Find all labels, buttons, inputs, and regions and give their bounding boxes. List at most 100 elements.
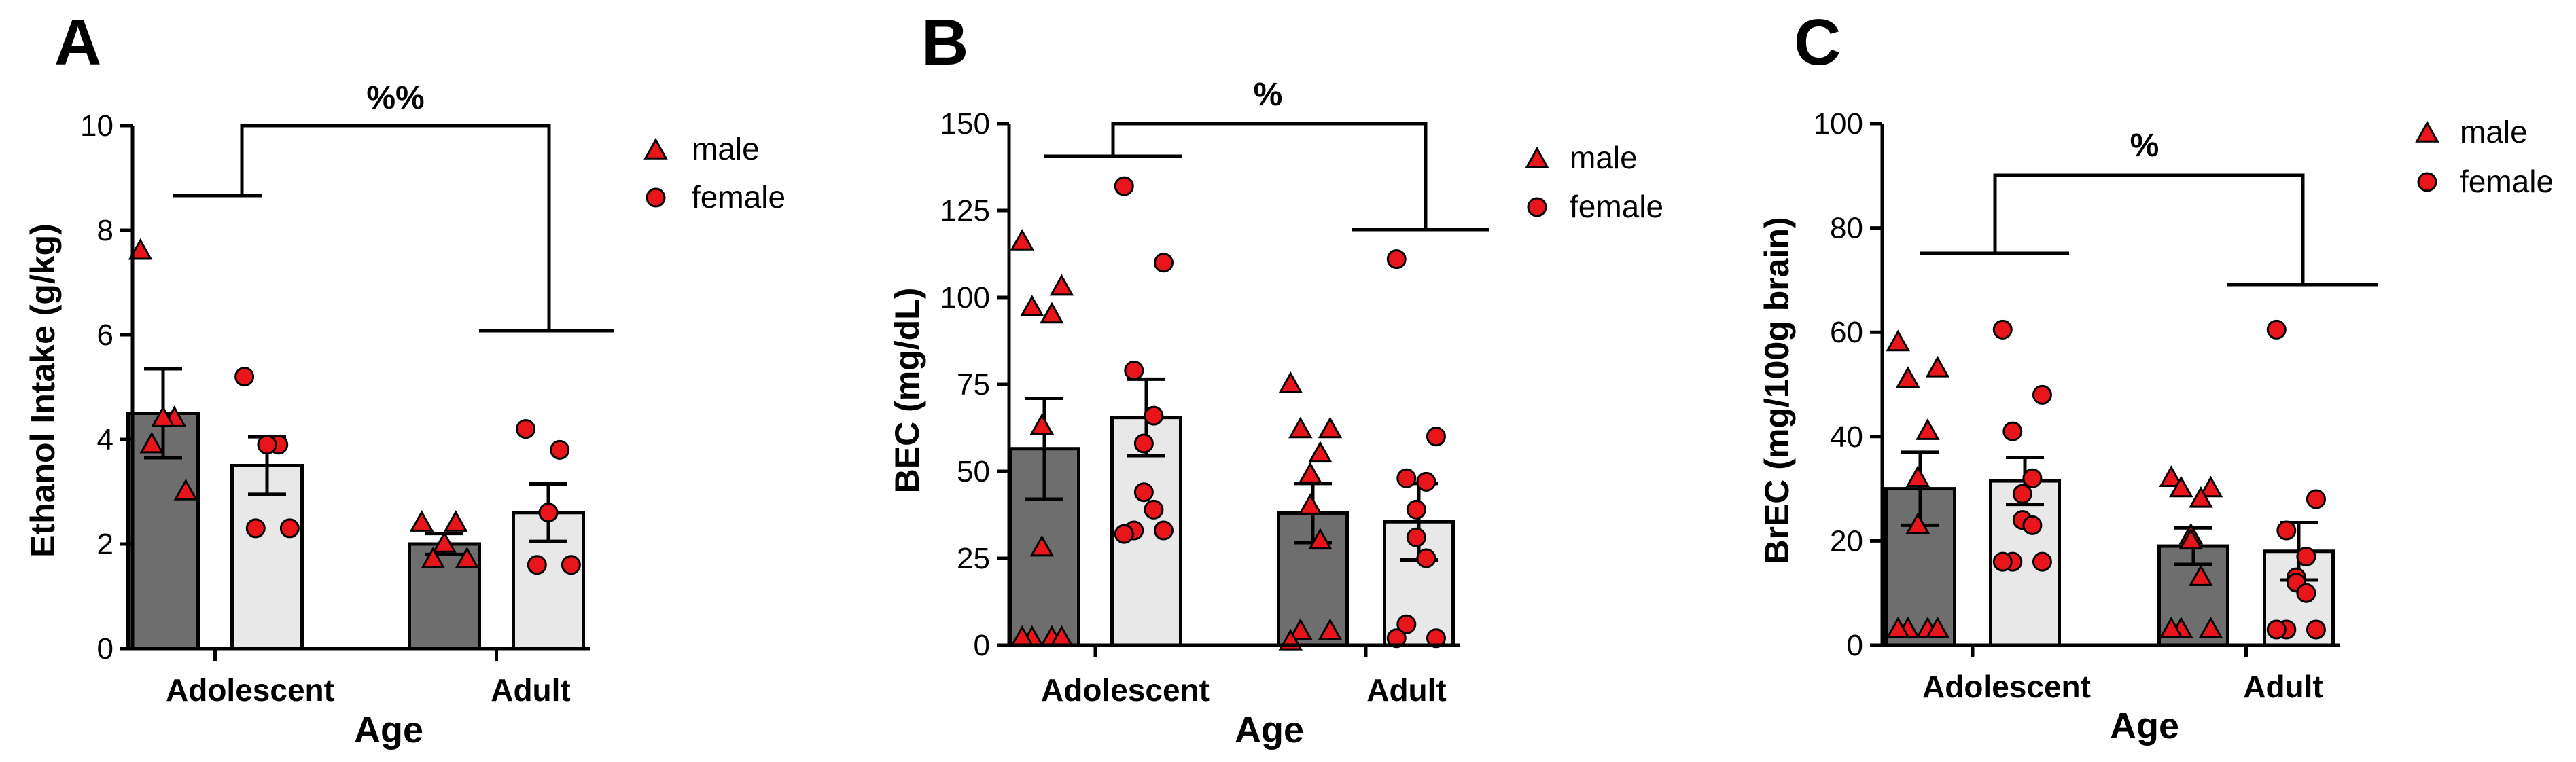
panel-b-point-female-adult-9	[1386, 628, 1407, 649]
panel-c-point-male-adolescent-5	[1905, 512, 1930, 534]
panel-c-point-female-adult-8	[2306, 619, 2326, 640]
panel-b-y-tick-label-1: 25	[957, 542, 990, 575]
panel-b-point-female-adolescent-6	[1144, 499, 1164, 520]
panel-a-point-female-adolescent-0	[234, 367, 255, 387]
panel-c-legend-female-label: female	[2460, 164, 2554, 199]
panel-b-point-female-adult-0	[1386, 249, 1407, 270]
panel-c-y-tick-label-1: 20	[1830, 524, 1863, 558]
panel-c-legend-male-label: male	[2460, 114, 2528, 149]
panel-b-point-female-adolescent-2	[1124, 361, 1144, 381]
panel-a-point-female-adolescent-3	[245, 518, 266, 539]
panel-b-point-female-adult-8	[1426, 628, 1446, 649]
panel-a-y-axis-label: Ethanol Intake (g/kg)	[24, 223, 62, 558]
panel-c-y-axis-label: BrEC (mg/100g brain)	[1758, 217, 1796, 564]
panel-b-letter: B	[921, 6, 968, 79]
panel-b-point-male-adult-2	[1288, 416, 1313, 439]
panel-b-point-female-adult-4	[1406, 499, 1426, 520]
panel-c-y-tick-label-2: 40	[1830, 420, 1863, 454]
panel-b-legend-triangle-icon	[1525, 146, 1549, 168]
panel-b-legend-circle-icon	[1527, 197, 1547, 217]
panel-c-point-female-adolescent-9	[1992, 551, 2013, 572]
panel-c-y-tick-label-5: 100	[1814, 107, 1863, 141]
panel-a-y-tick-label-2: 4	[97, 423, 113, 456]
panel-b-y-axis-label: BEC (mg/dL)	[888, 288, 926, 494]
panel-c-point-male-adolescent-1	[1925, 355, 1950, 378]
panel-c-point-male-adult-0	[2159, 465, 2184, 487]
panel-c-y-tick-label-0: 0	[1847, 629, 1863, 662]
panel-c-point-female-adolescent-0	[1992, 319, 2013, 340]
panel-c-point-male-adolescent-8	[1925, 616, 1950, 638]
panel-b-point-male-adult-0	[1278, 371, 1303, 393]
panel-c-point-female-adolescent-6	[2022, 515, 2043, 535]
panel-c-point-male-adult-5	[2178, 528, 2204, 550]
panel-a-point-male-adult-3	[421, 547, 446, 568]
panel-c-point-female-adult-6	[2296, 583, 2316, 603]
panel-c-significance-bracket	[1993, 173, 2305, 285]
panel-b-point-male-adult-4	[1298, 462, 1323, 484]
panel-c-point-female-adolescent-2	[2002, 421, 2023, 441]
panel-b-point-male-adult-6	[1308, 528, 1333, 550]
panel-c-point-female-adult-0	[2266, 319, 2287, 340]
panel-b-point-male-adult-8	[1318, 618, 1343, 640]
panel-a-category-adolescent: Adolescent	[166, 672, 334, 708]
panel-a-point-male-adult-2	[432, 530, 457, 553]
panel-b-point-female-adult-6	[1416, 548, 1436, 568]
panel-a-point-male-adolescent-0	[128, 238, 153, 260]
panel-a-y-tick-label-1: 2	[97, 528, 113, 561]
panel-b-significance: %	[1254, 77, 1283, 113]
panel-b-y-tick-label-3: 75	[957, 368, 990, 401]
panel-a-y-tick-label-4: 8	[97, 214, 113, 247]
panel-a-y-tick-label-3: 6	[97, 319, 113, 352]
panel-b-point-female-adult-3	[1416, 471, 1436, 492]
panel-a-point-female-adolescent-4	[279, 518, 300, 539]
panel-c-y-tick-label-3: 60	[1830, 316, 1863, 349]
panel-b-point-male-adult-5	[1298, 493, 1323, 515]
panel-c-y-tick-label-4: 80	[1830, 212, 1863, 245]
panel-a-point-male-adult-1	[443, 510, 468, 532]
panel-a-point-female-adult-4	[561, 555, 581, 575]
panel-c-point-female-adult-1	[2306, 489, 2326, 509]
panel-b-point-male-adult-7	[1288, 618, 1313, 640]
panel-c-point-male-adolescent-4	[1905, 465, 1930, 487]
panel-b-point-female-adolescent-8	[1153, 520, 1174, 541]
panel-c-letter: C	[1794, 6, 1841, 79]
panel-b-point-female-adolescent-0	[1114, 176, 1134, 196]
panel-c-point-male-adolescent-3	[1916, 418, 1940, 440]
panel-a-point-male-adolescent-4	[173, 478, 198, 501]
panel-a-point-female-adult-2	[538, 503, 559, 523]
panel-c-legend-triangle-icon	[2415, 120, 2439, 143]
panel-b-point-female-adult-2	[1396, 468, 1417, 488]
panel-b-point-male-adolescent-3	[1040, 302, 1064, 324]
panel-b: B BEC (mg/dL) Age Adolescent Adult male …	[888, 6, 1663, 750]
panel-a-legend-circle-icon	[646, 187, 666, 208]
panel-c-point-male-adult-2	[2169, 475, 2193, 498]
panel-b-point-female-adolescent-3	[1144, 405, 1164, 426]
panel-c-point-male-adult-8	[2198, 616, 2223, 638]
panel-b-point-female-adolescent-5	[1133, 482, 1154, 503]
panel-a-bar-female-adolescent	[230, 464, 304, 651]
panel-c-point-female-adolescent-1	[2032, 384, 2052, 405]
panel-b-point-male-adolescent-5	[1029, 534, 1055, 557]
panel-b-x-axis-label: Age	[1235, 710, 1304, 750]
panel-c-x-axis-label: Age	[2110, 706, 2179, 746]
panel-b-y-tick-label-5: 125	[940, 194, 990, 228]
panel-b-point-female-adolescent-9	[1114, 524, 1134, 544]
panel-c-legend-circle-icon	[2417, 172, 2437, 192]
panel-c-point-male-adolescent-0	[1886, 329, 1911, 352]
panel-c: C BrEC (mg/100g brain) Age Adolescent Ad…	[1758, 6, 2554, 746]
panel-b-point-female-adult-5	[1406, 527, 1426, 547]
panel-c-significance: %	[2130, 128, 2159, 164]
panel-b-point-male-adolescent-1	[1049, 274, 1074, 296]
panel-b-point-female-adult-1	[1426, 427, 1446, 447]
panel-a-letter: A	[54, 6, 101, 79]
panel-a-point-female-adult-1	[550, 439, 570, 460]
panel-b-point-female-adolescent-1	[1153, 253, 1174, 273]
panel-a-significance-bracket	[240, 124, 551, 331]
panel-c-point-male-adult-6	[2189, 564, 2213, 586]
panel-b-point-male-adult-1	[1318, 416, 1343, 439]
panel-a-point-male-adult-0	[409, 510, 434, 532]
panel-c-point-female-adult-3	[2296, 546, 2316, 566]
panel-c-point-female-adult-2	[2276, 520, 2297, 541]
panel-b-point-male-adolescent-4	[1029, 413, 1055, 435]
